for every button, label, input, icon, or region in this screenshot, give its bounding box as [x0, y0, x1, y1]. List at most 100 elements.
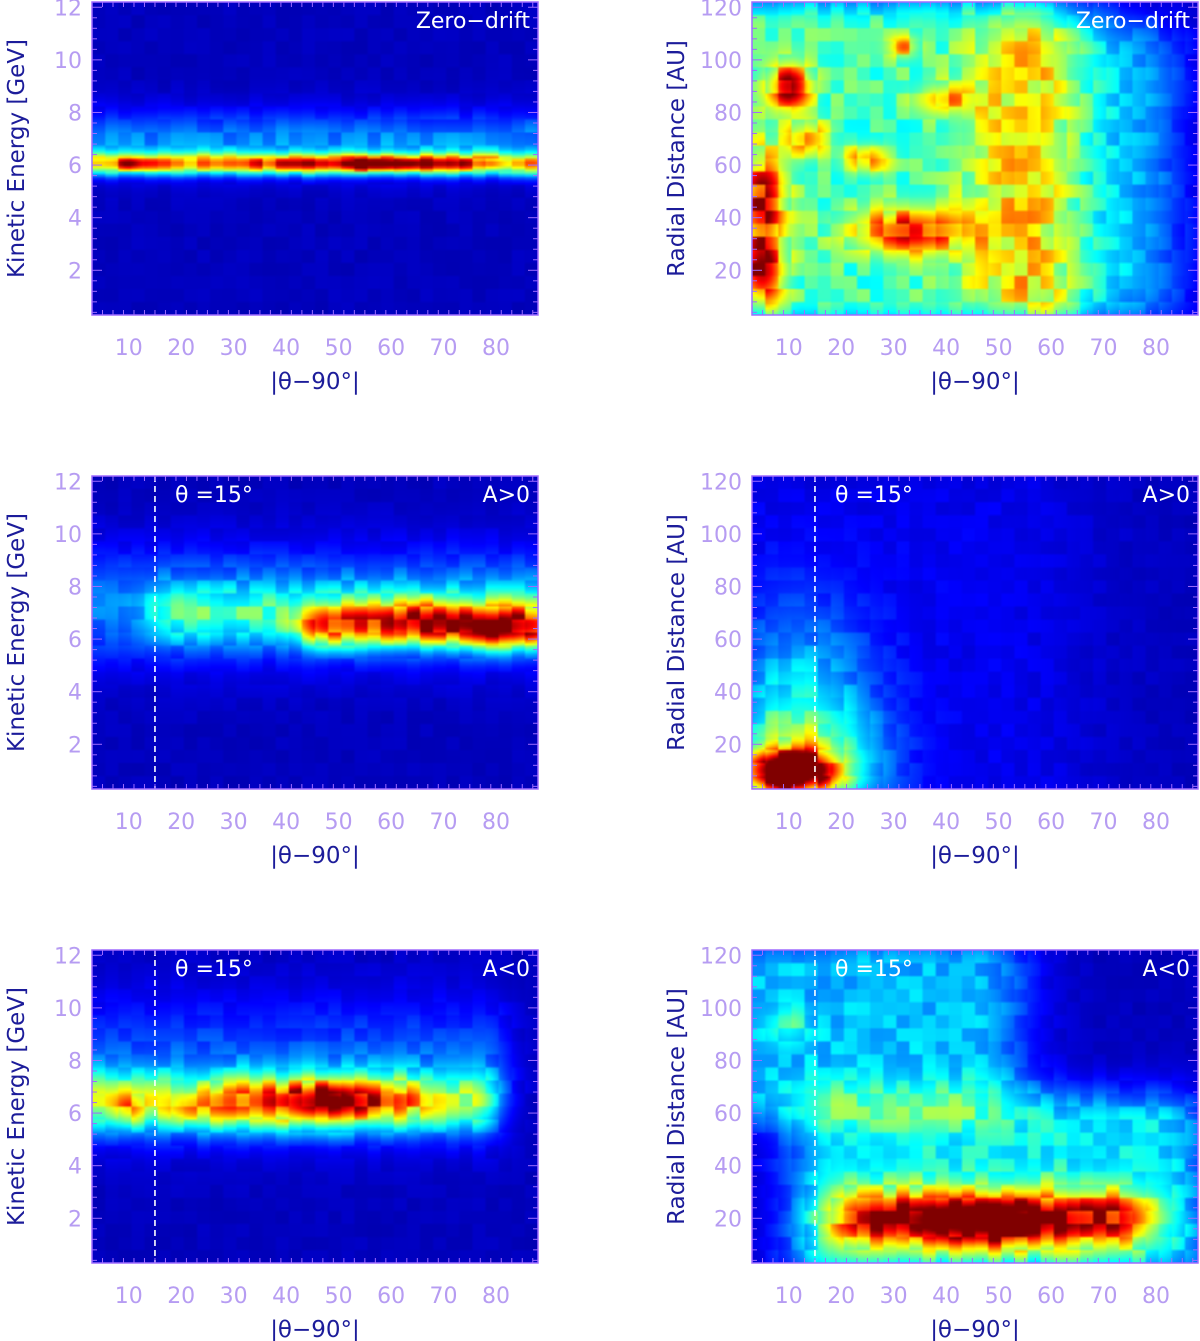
radial-a-pos-xtick-label: 80 — [1142, 810, 1170, 835]
energy-a-pos-frame — [91, 475, 539, 790]
radial-zero-drift-xtick-label: 70 — [1090, 336, 1118, 361]
energy-zero-drift-ticks — [91, 2, 538, 315]
energy-zero-drift-xlabel: |θ−90°| — [270, 369, 360, 395]
energy-a-pos-panel: θ =15° A>0 10 20 30 40 50 60 70 80 2 4 6 8 10 12 |θ−90°|… — [4, 470, 539, 869]
radial-a-pos-xtick-label: 10 — [775, 810, 803, 835]
radial-a-pos-ytick-label: 40 — [714, 681, 742, 706]
energy-zero-drift-xtick-label: 60 — [377, 336, 405, 361]
energy-zero-drift-xtick-label: 10 — [115, 336, 143, 361]
energy-zero-drift-ytick-label: 2 — [68, 259, 82, 284]
radial-a-pos-xtick-label: 20 — [827, 810, 855, 835]
radial-a-pos-frame — [751, 475, 1199, 790]
radial-zero-drift-heatmap — [752, 2, 1198, 315]
radial-zero-drift-panel: Zero−drift 10 20 30 40 50 60 70 80 20 40 60 80 100 120… — [664, 0, 1199, 395]
energy-zero-drift-xtick-label: 50 — [325, 336, 353, 361]
radial-a-pos-panel: θ =15° A>0 10 20 30 40 50 60 70 80 20 40 60 80 100 120 |… — [664, 470, 1199, 869]
energy-zero-drift-ytick-label: 6 — [68, 154, 82, 179]
energy-a-pos-ylabel: Kinetic Energy [GeV] — [4, 513, 30, 752]
energy-zero-drift-xtick-label: 20 — [167, 336, 195, 361]
energy-a-neg-marker-label: θ =15° — [175, 957, 253, 982]
radial-a-neg-xlabel: |θ−90°| — [930, 1317, 1020, 1341]
radial-a-neg-marker-label: θ =15° — [835, 957, 913, 982]
radial-zero-drift-xtick-label: 80 — [1142, 336, 1170, 361]
radial-a-pos-annotation: A>0 — [1143, 483, 1190, 508]
radial-a-neg-ytick-label: 120 — [700, 944, 742, 969]
radial-zero-drift-xtick-label: 10 — [775, 336, 803, 361]
energy-a-neg-xtick-label: 20 — [167, 1284, 195, 1309]
energy-a-neg-xtick-label: 40 — [272, 1284, 300, 1309]
energy-a-pos-xtick-label: 40 — [272, 810, 300, 835]
energy-a-neg-ytick-label: 8 — [68, 1049, 82, 1074]
radial-zero-drift-ytick-label: 80 — [714, 101, 742, 126]
radial-zero-drift-ytick-label: 20 — [714, 259, 742, 284]
energy-a-pos-ytick-label: 4 — [68, 681, 82, 706]
energy-a-pos-xtick-label: 80 — [482, 810, 510, 835]
radial-a-neg-xtick-label: 40 — [932, 1284, 960, 1309]
radial-zero-drift-annotation: Zero−drift — [1076, 9, 1191, 34]
energy-a-neg-annotation: A<0 — [483, 957, 530, 982]
energy-a-pos-xtick-label: 10 — [115, 810, 143, 835]
radial-a-neg-annotation: A<0 — [1143, 957, 1190, 982]
radial-a-pos-ylabel: Radial Distance [AU] — [664, 514, 690, 751]
energy-a-neg-ylabel: Kinetic Energy [GeV] — [4, 987, 30, 1226]
energy-a-neg-xtick-label: 80 — [482, 1284, 510, 1309]
radial-a-pos-ytick-label: 80 — [714, 575, 742, 600]
radial-zero-drift-ylabel: Radial Distance [AU] — [664, 40, 690, 277]
radial-a-pos-ytick-label: 100 — [700, 523, 742, 548]
energy-a-neg-xtick-label: 60 — [377, 1284, 405, 1309]
energy-a-neg-ticks — [91, 950, 538, 1263]
radial-a-pos-xtick-label: 50 — [985, 810, 1013, 835]
energy-zero-drift-frame — [91, 1, 539, 316]
energy-a-neg-heatmap — [92, 950, 538, 1263]
energy-zero-drift-heatmap — [92, 2, 538, 315]
radial-zero-drift-frame — [751, 1, 1199, 316]
radial-a-neg-ytick-label: 20 — [714, 1207, 742, 1232]
radial-a-pos-xlabel: |θ−90°| — [930, 843, 1020, 869]
radial-a-neg-ytick-label: 80 — [714, 1049, 742, 1074]
radial-a-neg-xtick-label: 30 — [880, 1284, 908, 1309]
radial-a-pos-xtick-label: 70 — [1090, 810, 1118, 835]
radial-a-pos-ticks — [751, 476, 1198, 789]
energy-zero-drift-ylabel: Kinetic Energy [GeV] — [4, 39, 30, 278]
energy-a-neg-ytick-label: 6 — [68, 1102, 82, 1127]
radial-zero-drift-ytick-label: 60 — [714, 154, 742, 179]
radial-a-neg-ytick-label: 60 — [714, 1102, 742, 1127]
energy-zero-drift-panel: Zero−drift 10 20 30 40 50 60 70 80 2 4 6 8 10 12 |θ−90°… — [4, 0, 539, 395]
radial-zero-drift-xtick-label: 40 — [932, 336, 960, 361]
radial-a-neg-ylabel: Radial Distance [AU] — [664, 988, 690, 1225]
radial-zero-drift-ytick-label: 100 — [700, 49, 742, 74]
energy-a-neg-frame — [91, 949, 539, 1264]
energy-a-pos-heatmap — [92, 476, 538, 789]
radial-a-neg-xtick-label: 80 — [1142, 1284, 1170, 1309]
energy-a-neg-panel: θ =15° A<0 10 20 30 40 50 60 70 80 2 4 6 8 10 12 |θ−90°|… — [4, 944, 539, 1341]
energy-a-neg-ytick-label: 2 — [68, 1207, 82, 1232]
energy-a-pos-marker-label: θ =15° — [175, 483, 253, 508]
radial-a-pos-marker-label: θ =15° — [835, 483, 913, 508]
radial-zero-drift-xlabel: |θ−90°| — [930, 369, 1020, 395]
radial-zero-drift-ytick-label: 120 — [700, 0, 742, 21]
energy-zero-drift-ytick-label: 10 — [54, 49, 82, 74]
energy-a-pos-ytick-label: 10 — [54, 523, 82, 548]
energy-a-neg-ytick-label: 10 — [54, 997, 82, 1022]
radial-a-neg-frame — [751, 949, 1199, 1264]
energy-a-pos-ytick-label: 12 — [54, 470, 82, 495]
energy-a-pos-ytick-label: 8 — [68, 575, 82, 600]
radial-a-neg-xtick-label: 20 — [827, 1284, 855, 1309]
energy-zero-drift-annotation: Zero−drift — [416, 9, 531, 34]
energy-a-neg-xtick-label: 10 — [115, 1284, 143, 1309]
energy-a-pos-annotation: A>0 — [483, 483, 530, 508]
radial-zero-drift-ytick-label: 40 — [714, 207, 742, 232]
radial-a-neg-ticks — [751, 950, 1198, 1263]
radial-zero-drift-xtick-label: 20 — [827, 336, 855, 361]
energy-a-neg-xtick-label: 30 — [220, 1284, 248, 1309]
energy-a-neg-xtick-label: 50 — [325, 1284, 353, 1309]
radial-zero-drift-xtick-label: 50 — [985, 336, 1013, 361]
energy-a-pos-xlabel: |θ−90°| — [270, 843, 360, 869]
energy-a-pos-ytick-label: 6 — [68, 628, 82, 653]
energy-zero-drift-xtick-label: 40 — [272, 336, 300, 361]
energy-a-pos-xtick-label: 50 — [325, 810, 353, 835]
energy-a-pos-ytick-label: 2 — [68, 733, 82, 758]
radial-a-neg-xtick-label: 70 — [1090, 1284, 1118, 1309]
radial-a-pos-xtick-label: 60 — [1037, 810, 1065, 835]
